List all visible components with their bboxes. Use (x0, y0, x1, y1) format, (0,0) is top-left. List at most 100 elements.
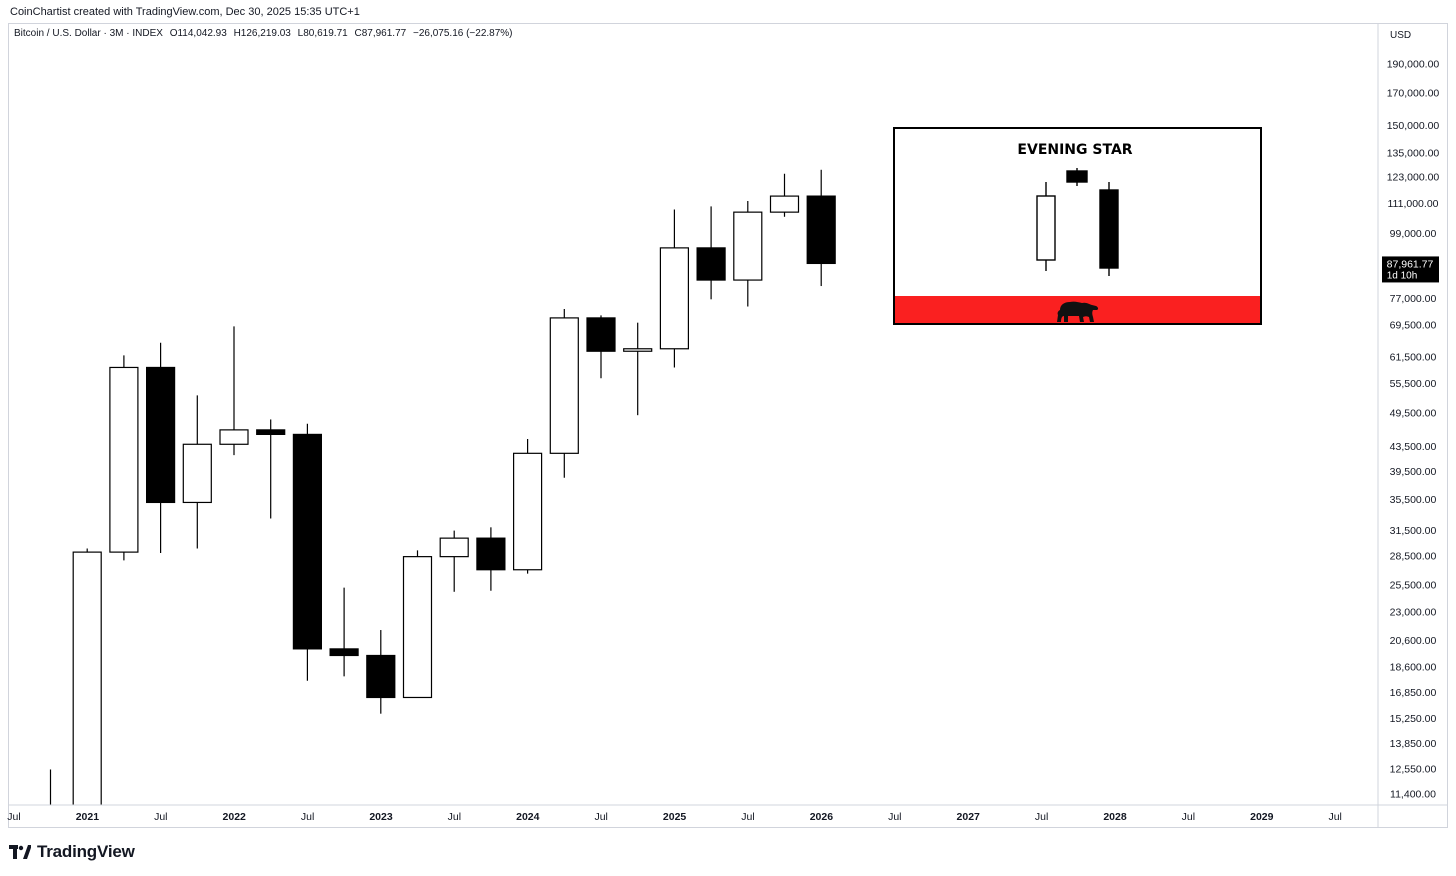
price-tick-label: 31,500.00 (1390, 525, 1437, 537)
symbol-name[interactable]: Bitcoin / U.S. Dollar · 3M · INDEX (14, 28, 163, 39)
price-tick-label: 111,000.00 (1388, 198, 1439, 210)
candle-body-bullish (402, 556, 433, 699)
time-tick-label: Jul (1328, 811, 1341, 823)
price-tick-label: 13,850.00 (1390, 738, 1437, 750)
time-tick-label: 2023 (369, 811, 393, 823)
price-tick-label: 190,000.00 (1387, 59, 1440, 71)
time-tick-label: 2027 (957, 811, 981, 823)
price-tick-label: 43,500.00 (1390, 441, 1437, 453)
price-tick-label: 39,500.00 (1390, 466, 1437, 478)
price-tick-label: 20,600.00 (1390, 635, 1437, 647)
bear-icon (1057, 301, 1099, 322)
price-tick-label: 16,850.00 (1390, 687, 1437, 699)
candle[interactable] (366, 630, 396, 714)
price-tick-label: 150,000.00 (1387, 120, 1440, 132)
candle[interactable] (476, 527, 506, 591)
current-price-badge (1382, 256, 1439, 283)
price-tick-label: 15,250.00 (1390, 713, 1437, 725)
candle-body-bullish (109, 366, 139, 553)
candle[interactable] (72, 548, 102, 830)
time-tick-label: Jul (1035, 811, 1048, 823)
time-tick-label: Jul (1182, 811, 1195, 823)
candle[interactable] (696, 206, 726, 300)
time-tick-label: 2026 (810, 811, 834, 823)
candle-body-bearish (806, 195, 836, 265)
candle-body-bearish (586, 317, 616, 352)
price-tick-label: 12,550.00 (1390, 763, 1437, 775)
candle[interactable] (586, 315, 616, 379)
candle[interactable] (512, 439, 543, 574)
candle-body-bearish (696, 247, 726, 281)
ohlc-open: O114,042.93 (169, 28, 227, 39)
time-tick-label: Jul (888, 811, 901, 823)
candle[interactable] (549, 308, 579, 478)
price-tick-label: 77,000.00 (1390, 293, 1437, 305)
price-tick-label: 69,500.00 (1390, 320, 1437, 332)
candle[interactable] (733, 201, 763, 307)
currency-label[interactable]: USD (1390, 30, 1412, 41)
candle-body-bearish (329, 648, 359, 657)
candle-body-bullish (659, 247, 690, 350)
candle[interactable] (806, 169, 836, 287)
candle-body-bearish (476, 537, 506, 571)
ohlc-high: H126,219.03 (233, 28, 291, 39)
time-tick-label: Jul (301, 811, 314, 823)
candle-body-bullish (72, 551, 102, 805)
time-tick-label: 2025 (663, 811, 687, 823)
time-tick-label: 2024 (516, 811, 540, 823)
time-tick-label: Jul (154, 811, 167, 823)
chart-frame (8, 23, 1448, 828)
candle[interactable] (623, 322, 653, 416)
attribution-text: CoinChartist created with TradingView.co… (10, 6, 360, 18)
candle[interactable] (109, 355, 139, 561)
candle-body-bullish (182, 443, 212, 504)
candle-body-bullish (623, 348, 653, 352)
candle[interactable] (182, 395, 212, 549)
price-tick-label: 18,600.00 (1390, 661, 1437, 673)
time-tick-label: 2029 (1250, 811, 1274, 823)
candle[interactable] (256, 419, 286, 519)
price-tick-label: 135,000.00 (1387, 147, 1440, 159)
time-tick-label: Jul (741, 811, 754, 823)
time-tick-label: 2028 (1103, 811, 1127, 823)
illustration-candle (1066, 168, 1088, 186)
candle[interactable] (769, 173, 800, 217)
symbol-legend: Bitcoin / U.S. Dollar · 3M · INDEX O114,… (14, 28, 517, 39)
candle[interactable] (402, 550, 433, 699)
candle[interactable] (146, 342, 176, 554)
price-tick-label: 55,500.00 (1390, 378, 1437, 390)
price-tick-label: 49,500.00 (1390, 408, 1437, 420)
candle[interactable] (659, 209, 690, 368)
price-tick-label: 35,500.00 (1390, 494, 1437, 506)
price-tick-label: 23,000.00 (1390, 606, 1437, 618)
candle-body-bearish (146, 366, 176, 504)
tradingview-brand: TradingView (37, 842, 135, 861)
candle[interactable] (292, 423, 322, 681)
time-tick-label: 2021 (76, 811, 100, 823)
tradingview-logo[interactable]: TradingView (9, 842, 135, 862)
ohlc-low: L80,619.71 (297, 28, 348, 39)
candle-body-bullish (512, 452, 543, 571)
price-tick-label: 11,400.00 (1390, 788, 1436, 800)
time-tick-label: Jul (7, 811, 20, 823)
annotation-box (893, 127, 1262, 325)
candle-body-bearish (256, 429, 286, 436)
illustration-candle (1099, 182, 1119, 276)
price-axis: 190,000.00 170,000.00 150,000.00 135,000.00… (1377, 24, 1440, 827)
time-tick-label: Jul (594, 811, 607, 823)
annotation-title: EVENING STAR (1017, 142, 1132, 158)
candles-layer (37, 169, 836, 860)
candle[interactable] (37, 769, 65, 860)
candle-body-bullish (769, 195, 800, 213)
price-tick-label: 25,500.00 (1390, 580, 1437, 592)
candle-body-bearish (366, 654, 396, 699)
time-tick-label: 2022 (223, 811, 247, 823)
candle[interactable] (219, 326, 249, 456)
candle-body-bearish (292, 433, 322, 650)
candle-body-bullish (549, 317, 579, 454)
ohlc-close: C87,961.77 (354, 28, 407, 39)
tradingview-logo-icon (9, 845, 31, 859)
candle[interactable] (439, 530, 469, 592)
candle[interactable] (329, 587, 359, 677)
